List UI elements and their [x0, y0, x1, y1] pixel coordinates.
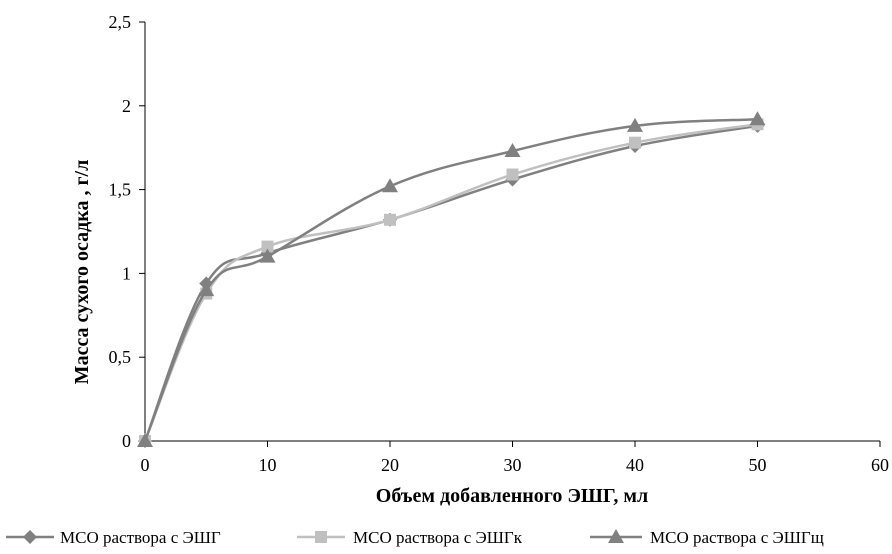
- triangle-marker: [198, 282, 215, 297]
- square-marker: [506, 168, 519, 181]
- x-tick-label: 0: [141, 455, 150, 475]
- series-line: [143, 124, 758, 442]
- triangle-marker: [749, 111, 766, 126]
- y-tick-label: 2,5: [109, 12, 132, 32]
- series-2: [139, 118, 764, 447]
- x-tick-label: 50: [749, 455, 767, 475]
- legend-item: МСО раствора с ЭШГщ: [590, 528, 824, 547]
- triangle-marker: [137, 433, 153, 447]
- triangle-marker: [259, 248, 276, 263]
- legend-label: МСО раствора с ЭШГ: [60, 528, 221, 547]
- y-axis-title: Масса сухого осадка , г/л: [71, 160, 93, 385]
- y-tick-label: 1: [122, 263, 131, 283]
- square-marker: [629, 136, 641, 149]
- series-1: [138, 118, 765, 448]
- axes: 0 0,5 1 1,5 2 2,5 0 10 20 30 40 50 60: [109, 12, 890, 475]
- x-tick-label: 10: [259, 455, 277, 475]
- x-tick-label: 40: [626, 455, 644, 475]
- x-axis-title: Объем добавленного ЭШГ, мл: [376, 485, 648, 507]
- triangle-marker: [504, 143, 521, 158]
- y-tick-label: 2: [122, 96, 131, 116]
- y-tick-label: 1,5: [109, 180, 132, 200]
- square-marker: [384, 213, 396, 226]
- legend: МСО раствора с ЭШГ МСО раствора с ЭШГк МСО…: [6, 528, 824, 547]
- triangle-marker: [627, 117, 643, 132]
- x-tick-label: 20: [381, 455, 399, 475]
- series-layer: [137, 111, 766, 448]
- legend-label: МСО раствора с ЭШГщ: [650, 528, 824, 547]
- y-tick-label: 0,5: [109, 347, 132, 367]
- series-3: [137, 111, 766, 447]
- legend-item: МСО раствора с ЭШГк: [297, 528, 523, 547]
- legend-label: МСО раствора с ЭШГк: [353, 528, 523, 547]
- legend-square-marker: [315, 531, 327, 543]
- legend-item: МСО раствора с ЭШГ: [6, 528, 221, 547]
- triangle-marker: [382, 178, 398, 193]
- y-tick-label: 0: [122, 431, 131, 451]
- legend-triangle-marker: [608, 529, 624, 543]
- square-marker: [261, 240, 274, 253]
- series-line: [143, 122, 758, 442]
- series-line: [143, 117, 758, 442]
- legend-diamond-marker: [23, 530, 37, 544]
- x-tick-label: 60: [871, 455, 889, 475]
- x-tick-label: 30: [504, 455, 522, 475]
